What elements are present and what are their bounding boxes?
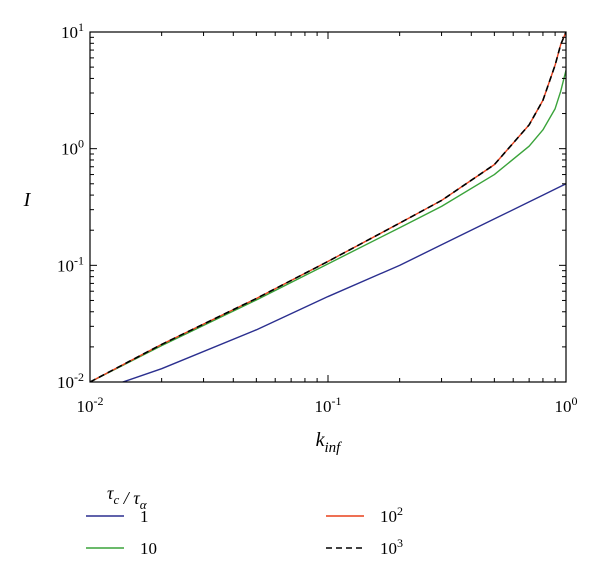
x-tick-label-base: 10 [555, 397, 572, 416]
y-tick-label-exp: -1 [74, 253, 84, 267]
y-tick-label-base: 10 [61, 23, 78, 42]
legend-label-2: 102 [380, 504, 403, 526]
x-tick-label-exp: 0 [572, 394, 578, 408]
axes-frame [89, 31, 567, 383]
y-tick-label-base: 10 [57, 373, 74, 392]
y-tick-label: 10-2 [57, 370, 84, 392]
legend-title-sub: c [113, 492, 119, 507]
y-tick-label: 100 [61, 137, 84, 159]
legend-label-exp: 3 [397, 536, 403, 550]
y-axis-label: I [23, 189, 32, 211]
y-tick-label: 101 [61, 20, 84, 42]
legend-label-3: 103 [380, 536, 403, 558]
legend-label-base: 10 [140, 539, 157, 558]
y-tick-label-base: 10 [57, 256, 74, 275]
legend-label-base: 1 [140, 507, 149, 526]
legend-label-base: 10 [380, 539, 397, 558]
x-axis-label-main: k [316, 429, 326, 451]
x-axis-label-sub: inf [325, 440, 343, 456]
legend-title-sub: α [140, 497, 148, 512]
y-tick-label: 10-1 [57, 253, 84, 275]
series-line-0 [120, 183, 566, 382]
series-line-2 [90, 31, 566, 382]
y-tick-label-exp: -2 [74, 370, 84, 384]
x-tick-label-base: 10 [77, 397, 94, 416]
series-line-1 [90, 70, 566, 382]
x-axis-label: kinf [316, 429, 343, 456]
legend-title-sym: τ [133, 488, 140, 508]
y-axis-label-main: I [23, 189, 32, 211]
x-tick-label: 10-2 [77, 394, 104, 416]
x-tick-label-exp: -1 [332, 394, 342, 408]
series-line-3 [90, 31, 566, 382]
y-tick-label-exp: 0 [78, 137, 84, 151]
legend-title-sym: τ [107, 483, 114, 503]
legend-label-0: 1 [140, 507, 149, 526]
y-tick-label-base: 10 [61, 140, 78, 159]
plot-area [90, 31, 566, 382]
legend-title-slash: / [119, 488, 133, 508]
legend-label-base: 10 [380, 507, 397, 526]
x-tick-label-exp: -2 [94, 394, 104, 408]
legend-label-exp: 2 [397, 504, 403, 518]
legend-title: τc / τα [107, 483, 148, 512]
legend-label-1: 10 [140, 539, 157, 558]
y-tick-label-exp: 1 [78, 20, 84, 34]
x-tick-label: 10-1 [315, 394, 342, 416]
x-tick-label-base: 10 [315, 397, 332, 416]
x-tick-label: 100 [555, 394, 578, 416]
